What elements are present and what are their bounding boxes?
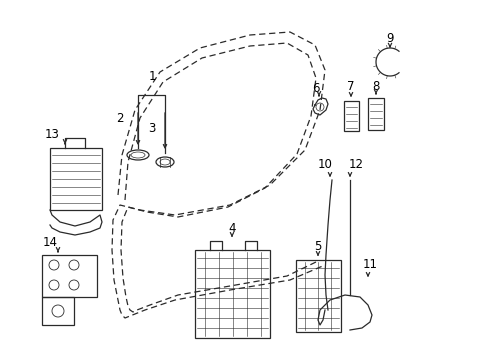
- Text: 7: 7: [346, 81, 354, 94]
- Text: 14: 14: [42, 237, 58, 249]
- Text: 2: 2: [116, 112, 123, 125]
- Text: 12: 12: [348, 158, 363, 171]
- Text: 6: 6: [312, 81, 319, 94]
- Text: 1: 1: [148, 71, 156, 84]
- Text: 5: 5: [314, 240, 321, 253]
- Text: 11: 11: [362, 258, 377, 271]
- Text: 10: 10: [317, 158, 332, 171]
- Text: 13: 13: [44, 129, 60, 141]
- Text: 4: 4: [228, 221, 235, 234]
- Text: 8: 8: [371, 80, 379, 93]
- Text: 9: 9: [386, 31, 393, 45]
- Text: 3: 3: [148, 122, 155, 135]
